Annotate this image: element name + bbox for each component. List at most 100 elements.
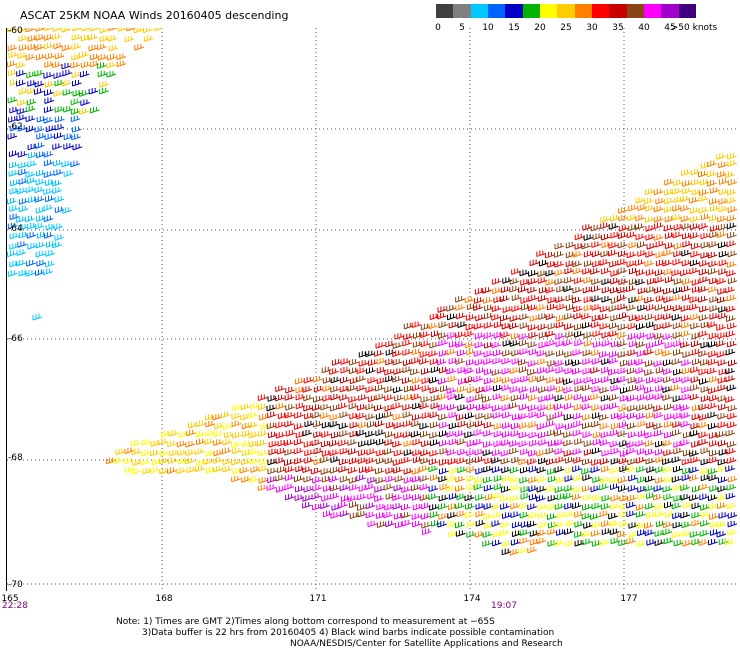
wind-barb — [349, 377, 360, 385]
wind-barb — [53, 169, 64, 176]
wind-barb — [671, 502, 682, 510]
wind-barb — [25, 28, 35, 33]
wind-barb — [591, 315, 602, 322]
wind-barb — [17, 28, 28, 33]
wind-barb — [493, 430, 504, 438]
wind-barb — [71, 71, 82, 79]
wind-barb — [646, 278, 657, 285]
wind-barb — [54, 196, 65, 203]
wind-barb — [491, 341, 502, 349]
wind-barb — [583, 332, 594, 339]
wind-barb — [492, 412, 503, 419]
wind-barb — [464, 367, 475, 374]
wind-barb — [538, 386, 548, 394]
time-label-start: 22:28 — [2, 601, 28, 611]
wind-barb — [617, 340, 627, 348]
wind-barb — [52, 241, 62, 249]
wind-barb — [654, 393, 665, 400]
wind-barb — [699, 306, 709, 313]
wind-barb — [491, 278, 502, 285]
wind-barb — [527, 304, 538, 312]
wind-barb — [518, 386, 529, 393]
wind-barb — [340, 495, 351, 502]
wind-barb — [627, 323, 638, 330]
wind-barb — [466, 396, 477, 403]
wind-barb — [312, 504, 322, 511]
wind-barb — [637, 204, 648, 211]
wind-barb — [691, 286, 702, 293]
wind-barb — [717, 521, 727, 528]
wind-barb — [663, 537, 674, 545]
wind-barb — [628, 204, 638, 212]
wind-barb — [329, 449, 340, 457]
wind-barb — [17, 151, 28, 158]
wind-barb — [717, 421, 728, 429]
wind-barb — [25, 270, 36, 277]
wind-barb — [456, 312, 466, 320]
wind-barb — [536, 304, 546, 311]
wind-barb — [690, 376, 701, 384]
wind-barb — [655, 466, 665, 474]
wind-barb — [394, 513, 404, 520]
wind-barb — [581, 403, 592, 411]
wind-barb — [374, 486, 385, 493]
wind-barb — [653, 205, 664, 213]
wind-barb — [709, 376, 719, 383]
wind-barb — [689, 223, 700, 231]
wind-barb — [726, 315, 736, 322]
wind-barb — [89, 53, 100, 61]
wind-barb — [268, 448, 279, 456]
wind-barb — [376, 503, 386, 511]
wind-barb — [429, 432, 439, 439]
wind-barb — [565, 519, 576, 527]
wind-barb — [627, 458, 638, 466]
wind-barb — [707, 180, 717, 187]
wind-barb — [673, 243, 684, 250]
legend-label: 25 — [560, 23, 572, 33]
wind-barb — [599, 351, 609, 358]
wind-barb — [276, 448, 287, 455]
wind-barb — [484, 312, 494, 320]
wind-barb — [698, 439, 709, 446]
wind-barb — [536, 375, 547, 383]
wind-barb — [348, 457, 359, 465]
wind-barb — [455, 341, 466, 348]
wind-barb — [680, 511, 690, 519]
wind-barb — [491, 520, 502, 527]
wind-barb — [618, 405, 629, 412]
wind-barb — [610, 494, 621, 502]
wind-barb — [617, 303, 628, 311]
legend-label: 5 — [459, 23, 465, 33]
wind-barb — [546, 513, 557, 520]
wind-barb — [536, 423, 547, 430]
wind-barb — [160, 430, 171, 438]
wind-barb — [637, 241, 647, 249]
wind-barb — [492, 449, 502, 457]
wind-barb — [447, 520, 458, 528]
wind-barb — [509, 386, 520, 393]
wind-barb — [439, 422, 449, 429]
wind-barb — [88, 44, 99, 52]
wind-barb — [107, 35, 118, 42]
wind-barb — [519, 512, 530, 519]
wind-barb — [536, 537, 547, 545]
wind-barb — [726, 384, 737, 392]
wind-barb — [483, 358, 493, 365]
wind-barb — [438, 513, 449, 520]
wind-barb — [106, 61, 117, 69]
wind-barb — [619, 395, 630, 402]
wind-barb — [483, 368, 494, 376]
wind-barb — [16, 70, 26, 77]
wind-barb — [663, 249, 673, 257]
wind-barb — [491, 405, 502, 412]
wind-barb — [493, 384, 503, 392]
wind-barb — [466, 348, 476, 356]
wind-barb — [140, 458, 151, 466]
wind-barb — [608, 369, 618, 376]
wind-barb — [644, 216, 655, 223]
wind-barb — [617, 477, 628, 484]
wind-barb — [392, 494, 402, 501]
wind-barb — [626, 231, 637, 239]
wind-barb — [626, 447, 637, 455]
wind-barb — [70, 98, 81, 106]
